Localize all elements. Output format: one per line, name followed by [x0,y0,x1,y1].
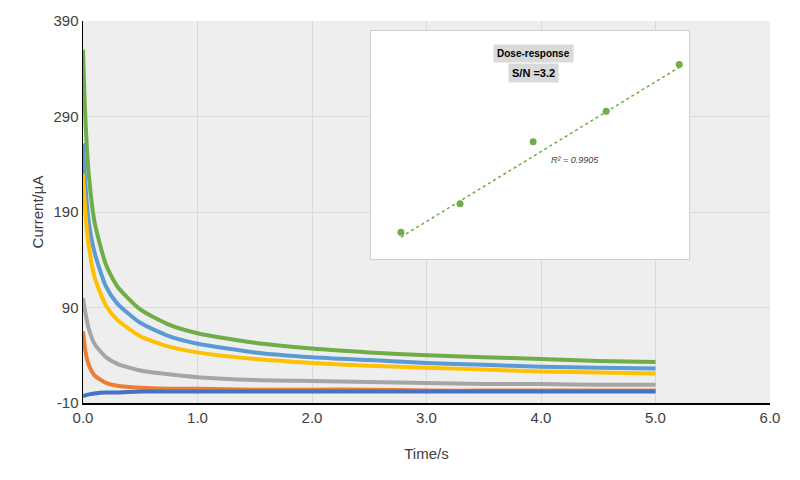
svg-text:390: 390 [53,12,78,29]
svg-text:1.0: 1.0 [187,409,208,426]
svg-text:S/N =3.2: S/N =3.2 [512,67,555,79]
svg-text:0.0: 0.0 [73,409,94,426]
svg-text:Current/µA: Current/µA [29,176,46,249]
svg-text:Time/s: Time/s [404,445,448,462]
svg-text:5.0: 5.0 [645,409,666,426]
svg-text:190: 190 [53,203,78,220]
svg-text:Dose-response: Dose-response [497,48,570,59]
svg-text:2.0: 2.0 [302,409,323,426]
svg-text:6.0: 6.0 [760,409,781,426]
svg-text:4.0: 4.0 [531,409,552,426]
svg-text:290: 290 [53,108,78,125]
svg-text:R² = 0.9905: R² = 0.9905 [551,155,599,165]
svg-text:-10: -10 [57,394,79,411]
svg-text:3.0: 3.0 [416,409,437,426]
svg-text:90: 90 [62,299,79,316]
